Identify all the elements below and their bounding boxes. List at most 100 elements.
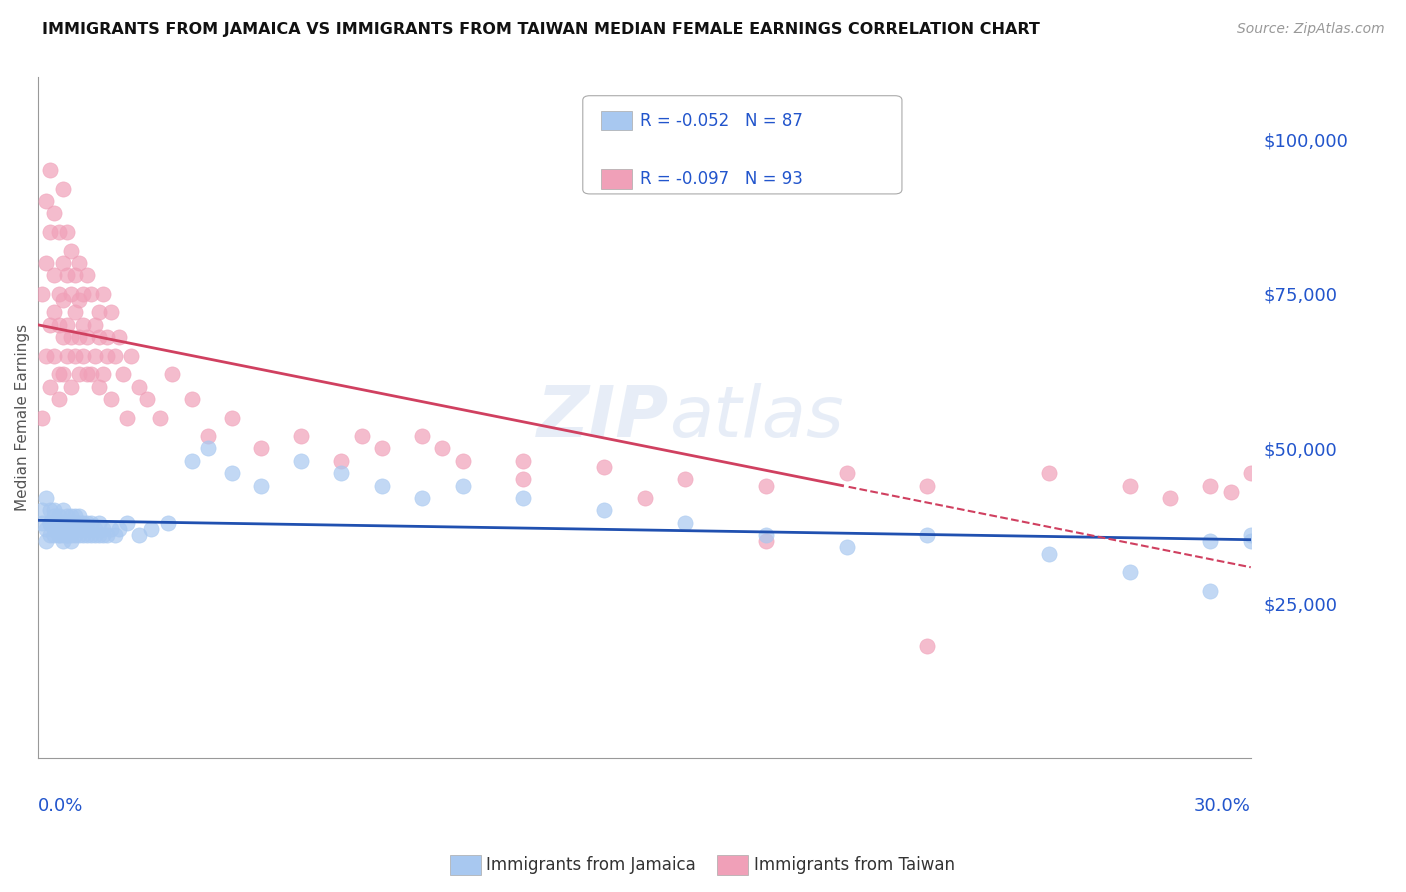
Point <box>290 454 312 468</box>
Point <box>31 286 53 301</box>
Point <box>39 318 62 332</box>
Point <box>55 528 77 542</box>
Point <box>91 368 114 382</box>
Point <box>330 467 353 481</box>
Point <box>432 442 454 456</box>
Point <box>91 522 114 536</box>
Point <box>451 478 474 492</box>
Point <box>63 509 86 524</box>
Text: Immigrants from Taiwan: Immigrants from Taiwan <box>754 856 955 874</box>
Point <box>917 478 939 492</box>
Point <box>1199 583 1222 598</box>
Point <box>59 534 82 549</box>
Point <box>52 330 75 344</box>
Point <box>197 429 219 443</box>
Point <box>76 330 98 344</box>
Point <box>1240 528 1263 542</box>
Point <box>72 522 94 536</box>
Point <box>87 379 110 393</box>
Point <box>755 534 778 549</box>
Point <box>67 528 90 542</box>
Point <box>371 442 394 456</box>
Point <box>55 516 77 530</box>
Point <box>108 522 131 536</box>
Text: 30.0%: 30.0% <box>1194 797 1251 814</box>
Point <box>156 516 179 530</box>
Point <box>917 640 939 654</box>
Point <box>80 368 103 382</box>
Point <box>44 268 66 283</box>
Point <box>39 163 62 178</box>
Point <box>100 392 122 406</box>
Point <box>52 528 75 542</box>
Point <box>128 528 150 542</box>
Point <box>451 454 474 468</box>
Point <box>55 528 77 542</box>
Point <box>221 410 243 425</box>
Point <box>91 528 114 542</box>
Point <box>100 305 122 319</box>
Point <box>35 256 58 270</box>
Point <box>87 516 110 530</box>
Point <box>63 516 86 530</box>
Point <box>80 516 103 530</box>
Point <box>1240 467 1263 481</box>
Point <box>35 194 58 208</box>
Point <box>96 330 118 344</box>
Point <box>633 491 655 505</box>
Point <box>593 460 616 475</box>
Point <box>59 244 82 258</box>
Point <box>100 522 122 536</box>
Point <box>249 478 271 492</box>
Text: Source: ZipAtlas.com: Source: ZipAtlas.com <box>1237 22 1385 37</box>
Point <box>35 522 58 536</box>
Point <box>52 516 75 530</box>
Point <box>104 349 127 363</box>
Point <box>52 256 75 270</box>
Point <box>59 522 82 536</box>
Point <box>63 522 86 536</box>
Point <box>52 503 75 517</box>
Point <box>72 349 94 363</box>
Point <box>48 509 70 524</box>
Point <box>112 368 135 382</box>
Point <box>39 503 62 517</box>
Point <box>180 454 202 468</box>
Point <box>84 318 107 332</box>
Point <box>63 349 86 363</box>
Point <box>87 305 110 319</box>
Point <box>197 442 219 456</box>
Point <box>96 349 118 363</box>
Point <box>39 379 62 393</box>
Point <box>48 522 70 536</box>
Point <box>44 509 66 524</box>
Point <box>39 516 62 530</box>
Point <box>117 516 139 530</box>
Point <box>76 528 98 542</box>
Point <box>44 516 66 530</box>
Point <box>52 516 75 530</box>
Point <box>917 528 939 542</box>
Point <box>249 442 271 456</box>
Point <box>835 467 858 481</box>
Point <box>76 268 98 283</box>
Point <box>67 330 90 344</box>
Point <box>512 454 534 468</box>
Point <box>411 491 433 505</box>
Text: Immigrants from Jamaica: Immigrants from Jamaica <box>486 856 696 874</box>
Text: R = -0.097   N = 93: R = -0.097 N = 93 <box>641 169 803 187</box>
Point <box>755 478 778 492</box>
Point <box>44 206 66 220</box>
Point <box>52 534 75 549</box>
Point <box>48 368 70 382</box>
Point <box>72 318 94 332</box>
Point <box>72 528 94 542</box>
Point <box>350 429 373 443</box>
Point <box>55 509 77 524</box>
Point <box>48 516 70 530</box>
Point <box>35 534 58 549</box>
Point <box>108 330 131 344</box>
Point <box>39 528 62 542</box>
Point <box>221 467 243 481</box>
Point <box>67 522 90 536</box>
